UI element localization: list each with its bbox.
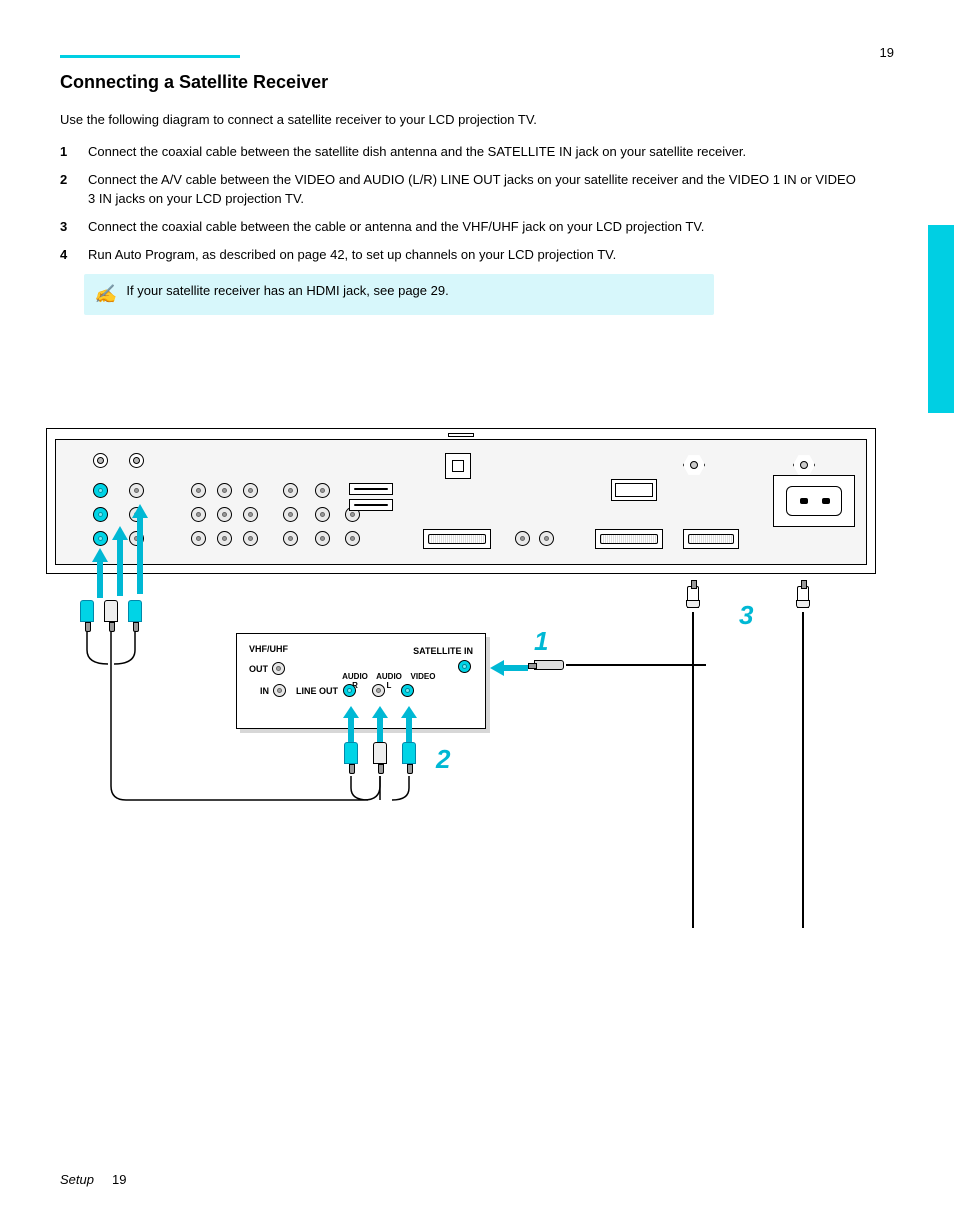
rca-jack — [191, 507, 206, 522]
note-box: ✍ If your satellite receiver has an HDMI… — [84, 274, 714, 315]
step-text: Connect the coaxial cable between the sa… — [88, 143, 864, 161]
satellite-receiver-box: VHF/UHF SATELLITE IN OUT IN LINE OUT AUD… — [236, 633, 486, 729]
step-2: 2 Connect the A/V cable between the VIDE… — [60, 171, 864, 207]
arrow-up-icon — [133, 504, 147, 594]
coax-cable — [692, 612, 694, 928]
rca-jack — [283, 507, 298, 522]
satbox-in-label: IN — [249, 686, 269, 696]
chassis-top-slot — [448, 433, 474, 437]
rca-jack — [283, 483, 298, 498]
diagram-step-2: 2 — [436, 744, 450, 775]
step-3: 3 Connect the coaxial cable between the … — [60, 218, 864, 236]
rca-plug-icon — [128, 600, 142, 622]
satbox-vhf-in-jack — [273, 684, 286, 697]
tv-rear-chassis — [46, 428, 876, 574]
satbox-audio-r-jack — [343, 684, 356, 697]
arrow-left-icon — [490, 660, 528, 676]
diagram-step-1: 1 — [534, 626, 548, 657]
step-4: 4 Run Auto Program, as described on page… — [60, 246, 864, 264]
content-area: Connecting a Satellite Receiver Use the … — [0, 0, 954, 315]
satbox-lineout-label: LINE OUT — [296, 686, 338, 696]
note-text: If your satellite receiver has an HDMI j… — [126, 282, 448, 300]
step-num: 3 — [60, 218, 74, 236]
rca-plug-icon — [80, 600, 94, 622]
coax-cable — [566, 664, 706, 666]
arrow-up-icon — [93, 548, 107, 598]
step-text: Connect the coaxial cable between the ca… — [88, 218, 864, 236]
video-in-jack — [93, 483, 108, 498]
rca-plug-icon — [373, 742, 387, 764]
coax-cable — [802, 612, 804, 928]
rca-jack — [217, 483, 232, 498]
rca-plug-icon — [402, 742, 416, 764]
coax-vhfuhf-jack — [793, 454, 815, 476]
side-tab — [928, 225, 954, 413]
diagram-step-3: 3 — [739, 600, 753, 631]
page-number-top: 19 — [880, 45, 894, 60]
hdmi-port — [683, 529, 739, 549]
heading-rule — [60, 55, 240, 58]
step-text: Run Auto Program, as described on page 4… — [88, 246, 864, 264]
arrow-up-icon — [373, 706, 387, 742]
rca-jack — [515, 531, 530, 546]
rca-jack — [315, 507, 330, 522]
satbox-out-label: OUT — [249, 664, 268, 674]
rca-jack — [191, 483, 206, 498]
arrow-up-icon — [402, 706, 416, 742]
step-num: 2 — [60, 171, 74, 207]
step-1: 1 Connect the coaxial cable between the … — [60, 143, 864, 161]
footer-title: Setup — [60, 1172, 94, 1187]
rca-jack — [217, 531, 232, 546]
audio-l-in-jack — [93, 507, 108, 522]
rca-jack — [129, 483, 144, 498]
coax-plug-icon — [797, 586, 809, 608]
heading: Connecting a Satellite Receiver — [60, 72, 864, 93]
rca-jack — [283, 531, 298, 546]
rca-plug-icon — [344, 742, 358, 764]
audio-r-in-jack — [93, 531, 108, 546]
rca-jack — [315, 483, 330, 498]
satbox-vhf-out-jack — [272, 662, 285, 675]
slot-port — [349, 499, 393, 511]
step-text: Connect the A/V cable between the VIDEO … — [88, 171, 864, 207]
satbox-video-jack — [401, 684, 414, 697]
coax-plug-icon — [687, 586, 699, 608]
step-num: 1 — [60, 143, 74, 161]
rca-jack — [217, 507, 232, 522]
power-inlet — [773, 475, 855, 527]
dvi-port — [423, 529, 491, 549]
rca-jack — [345, 531, 360, 546]
coax-cable-in-jack — [683, 454, 705, 476]
footer: Setup 19 — [60, 1172, 127, 1187]
rca-jack — [243, 531, 258, 546]
rca-jack — [315, 531, 330, 546]
step-num: 4 — [60, 246, 74, 264]
coax-plug-icon — [534, 660, 564, 670]
connection-diagram: 3 VHF/UHF SATELLITE IN OUT IN LINE OUT A… — [46, 428, 906, 928]
satbox-video-label: VIDEO — [411, 672, 436, 681]
ctrl-port — [611, 479, 657, 501]
rca-jack — [243, 507, 258, 522]
satbox-satellite-in-label: SATELLITE IN — [413, 646, 473, 656]
rca-jack — [539, 531, 554, 546]
svideo-jack — [129, 453, 144, 468]
optical-port — [445, 453, 471, 479]
svideo-jack — [93, 453, 108, 468]
slot-port — [349, 483, 393, 495]
dvi-port — [595, 529, 663, 549]
satbox-satellite-in-jack — [458, 660, 471, 673]
satbox-audio-l-jack — [372, 684, 385, 697]
rca-jack — [243, 483, 258, 498]
footer-page: 19 — [112, 1172, 126, 1187]
rca-jack — [191, 531, 206, 546]
note-icon: ✍ — [94, 282, 116, 307]
arrow-up-icon — [344, 706, 358, 742]
rca-plug-icon — [104, 600, 118, 622]
arrow-up-icon — [113, 526, 127, 596]
intro-para: Use the following diagram to connect a s… — [60, 111, 860, 129]
